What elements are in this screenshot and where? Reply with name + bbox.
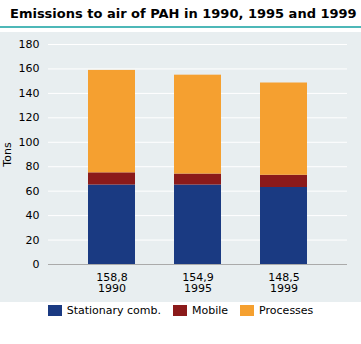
html-text:Mobile: Mobile bbox=[192, 304, 229, 317]
svg-text:140: 140 bbox=[19, 87, 40, 100]
html-text:Processes: Processes bbox=[259, 304, 314, 317]
svg-text:80: 80 bbox=[26, 160, 40, 173]
svg-text:120: 120 bbox=[19, 111, 40, 124]
html-text:Emissions to air of PAH in 199: Emissions to air of PAH in 1990, 1995 an… bbox=[10, 6, 357, 21]
svg-text:158,81990: 158,81990 bbox=[96, 271, 128, 295]
html-text:Stationary comb.: Stationary comb. bbox=[66, 304, 161, 317]
svg-text:148,51999: 148,51999 bbox=[268, 271, 300, 295]
svg-text:154,91995: 154,91995 bbox=[182, 271, 214, 295]
svg-text:160: 160 bbox=[19, 62, 40, 75]
svg-text:100: 100 bbox=[19, 136, 40, 149]
svg-text:Tons: Tons bbox=[1, 142, 14, 168]
svg-text:0: 0 bbox=[33, 258, 40, 271]
svg-text:60: 60 bbox=[26, 185, 40, 198]
svg-text:40: 40 bbox=[26, 209, 40, 222]
svg-text:180: 180 bbox=[19, 38, 40, 51]
svg-text:20: 20 bbox=[26, 234, 40, 247]
